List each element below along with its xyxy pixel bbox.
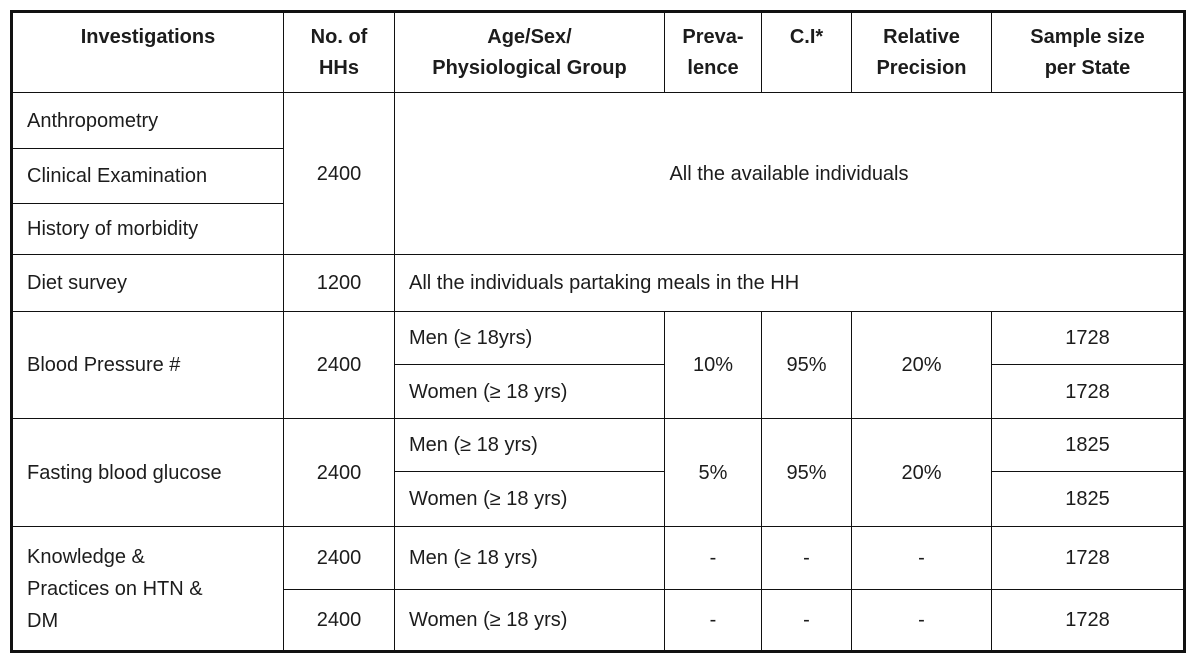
header-sample-size-line2: per State — [1044, 57, 1131, 79]
cell-fbg-relative-precision: 20% — [851, 418, 992, 527]
cell-fbg-sample-men: 1825 — [991, 418, 1185, 472]
header-row: Investigations No. of HHs Age/Sex/ Physi… — [11, 11, 1185, 93]
cell-bp-women: Women (≥ 18 yrs) — [394, 364, 665, 419]
cell-bp-ci: 95% — [761, 311, 852, 419]
cell-kp-label: Knowledge & Practices on HTN & DM — [11, 526, 284, 652]
row-fbg-men: Fasting blood glucose 2400 Men (≥ 18 yrs… — [11, 418, 1185, 527]
cell-bp-prevalence: 10% — [664, 311, 762, 419]
header-no-of-hhs-line2: HHs — [318, 57, 359, 79]
sampling-plan-table: Investigations No. of HHs Age/Sex/ Physi… — [10, 10, 1186, 653]
cell-kp-men-ci: - — [761, 526, 852, 590]
header-relative-precision: Relative Precision — [851, 11, 992, 93]
header-ci: C.I* — [761, 11, 852, 93]
cell-fbg-men: Men (≥ 18 yrs) — [394, 418, 665, 472]
cell-bp-label: Blood Pressure # — [11, 311, 284, 419]
cell-kp-men: Men (≥ 18 yrs) — [394, 526, 665, 590]
header-no-of-hhs: No. of HHs — [283, 11, 395, 93]
cell-kp-women-relative-precision: - — [851, 589, 992, 652]
header-prevalence-line2: lence — [687, 57, 739, 79]
row-blood-pressure-women: Women (≥ 18 yrs) 1728 — [12, 364, 1185, 419]
cell-kp-sample-men: 1728 — [991, 526, 1185, 590]
cell-anthro-group: All the available individuals — [394, 92, 1185, 255]
cell-kp-women-prevalence: - — [664, 589, 762, 652]
header-relative-precision-line1: Relative — [883, 26, 960, 48]
cell-kp-hhs-men: 2400 — [283, 526, 395, 590]
cell-kp-label-line3: DM — [27, 609, 59, 632]
cell-fbg-prevalence: 5% — [664, 418, 762, 527]
cell-bp-relative-precision: 20% — [851, 311, 992, 419]
cell-anthropometry: Anthropometry — [11, 92, 284, 149]
cell-kp-label-line2: Practices on HTN & — [27, 577, 203, 600]
header-prevalence: Preva- lence — [664, 11, 762, 93]
cell-anthro-hhs: 2400 — [283, 92, 395, 255]
cell-kp-sample-women: 1728 — [991, 589, 1185, 652]
cell-diet-survey: Diet survey — [11, 254, 284, 312]
header-sample-size-line1: Sample size — [1030, 26, 1145, 48]
cell-kp-men-relative-precision: - — [851, 526, 992, 590]
cell-fbg-sample-women: 1825 — [991, 471, 1185, 527]
row-diet-survey: Diet survey 1200 All the individuals par… — [11, 254, 1185, 312]
cell-bp-sample-men: 1728 — [991, 311, 1185, 365]
header-investigations-label: Investigations — [80, 26, 216, 48]
header-ci-label: C.I* — [789, 26, 824, 48]
row-clinical-examination: Clinical Examination — [11, 148, 1185, 204]
cell-fbg-ci: 95% — [761, 418, 852, 527]
cell-fbg-women: Women (≥ 18 yrs) — [394, 471, 665, 527]
header-age-sex-line1: Age/Sex/ — [487, 26, 572, 48]
cell-kp-label-line1: Knowledge & — [27, 545, 145, 568]
row-blood-pressure-men: Blood Pressure # 2400 Men (≥ 18yrs) 10% … — [11, 311, 1185, 419]
cell-clinical-examination: Clinical Examination — [11, 148, 284, 204]
cell-kp-men-prevalence: - — [664, 526, 762, 590]
cell-fbg-label: Fasting blood glucose — [11, 418, 284, 527]
cell-bp-men: Men (≥ 18yrs) — [394, 311, 665, 365]
row-kp-men: Knowledge & Practices on HTN & DM 2400 M… — [11, 526, 1185, 652]
cell-fbg-hhs: 2400 — [283, 418, 395, 527]
row-kp-women: 2400 Women (≥ 18 yrs) - - - 1728 — [12, 589, 1185, 652]
cell-bp-sample-women: 1728 — [991, 364, 1185, 419]
header-no-of-hhs-line1: No. of — [310, 26, 368, 48]
cell-bp-hhs: 2400 — [283, 311, 395, 419]
cell-history-of-morbidity: History of morbidity — [11, 203, 284, 255]
cell-diet-hhs: 1200 — [283, 254, 395, 312]
header-age-sex-line2: Physiological Group — [432, 57, 627, 79]
row-history-of-morbidity: History of morbidity — [11, 203, 1185, 255]
header-relative-precision-line2: Precision — [876, 57, 967, 79]
row-anthropometry: Anthropometry 2400 All the available ind… — [11, 92, 1185, 255]
cell-kp-women-ci: - — [761, 589, 852, 652]
header-prevalence-line1: Preva- — [682, 26, 744, 48]
cell-kp-women: Women (≥ 18 yrs) — [394, 589, 665, 652]
header-sample-size: Sample size per State — [991, 11, 1185, 93]
cell-kp-hhs-women: 2400 — [283, 589, 395, 652]
cell-diet-group: All the individuals partaking meals in t… — [394, 254, 1185, 312]
header-age-sex-group: Age/Sex/ Physiological Group — [394, 11, 665, 93]
header-investigations: Investigations — [11, 11, 284, 93]
row-fbg-women: Women (≥ 18 yrs) 1825 — [12, 471, 1185, 527]
